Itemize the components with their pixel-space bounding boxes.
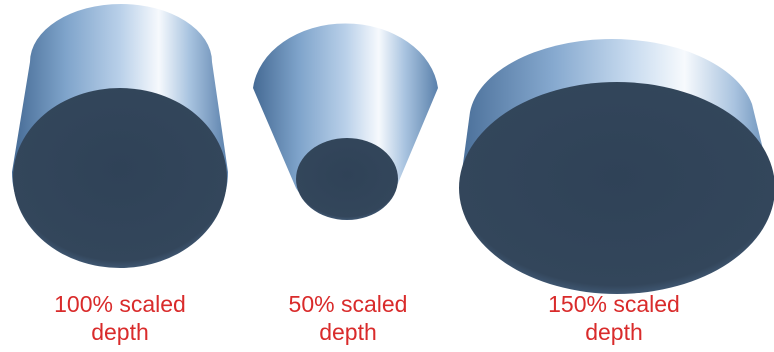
caption-100-percent: 100% scaled depth <box>10 290 230 346</box>
shape-50-percent <box>253 23 438 220</box>
caption-100-line2: depth <box>91 319 149 345</box>
caption-50-line2: depth <box>319 319 377 345</box>
shape-150-front-face <box>459 82 774 294</box>
caption-100-line1: 100% scaled <box>54 291 186 317</box>
caption-50-percent: 50% scaled depth <box>238 290 458 346</box>
caption-150-line1: 150% scaled <box>548 291 680 317</box>
shape-100-front-face <box>13 88 227 268</box>
caption-50-line1: 50% scaled <box>288 291 408 317</box>
shape-150-percent <box>459 39 774 294</box>
caption-150-line2: depth <box>585 319 643 345</box>
shape-100-percent <box>12 4 228 268</box>
caption-150-percent: 150% scaled depth <box>504 290 724 346</box>
shape-50-front-face <box>296 138 398 220</box>
